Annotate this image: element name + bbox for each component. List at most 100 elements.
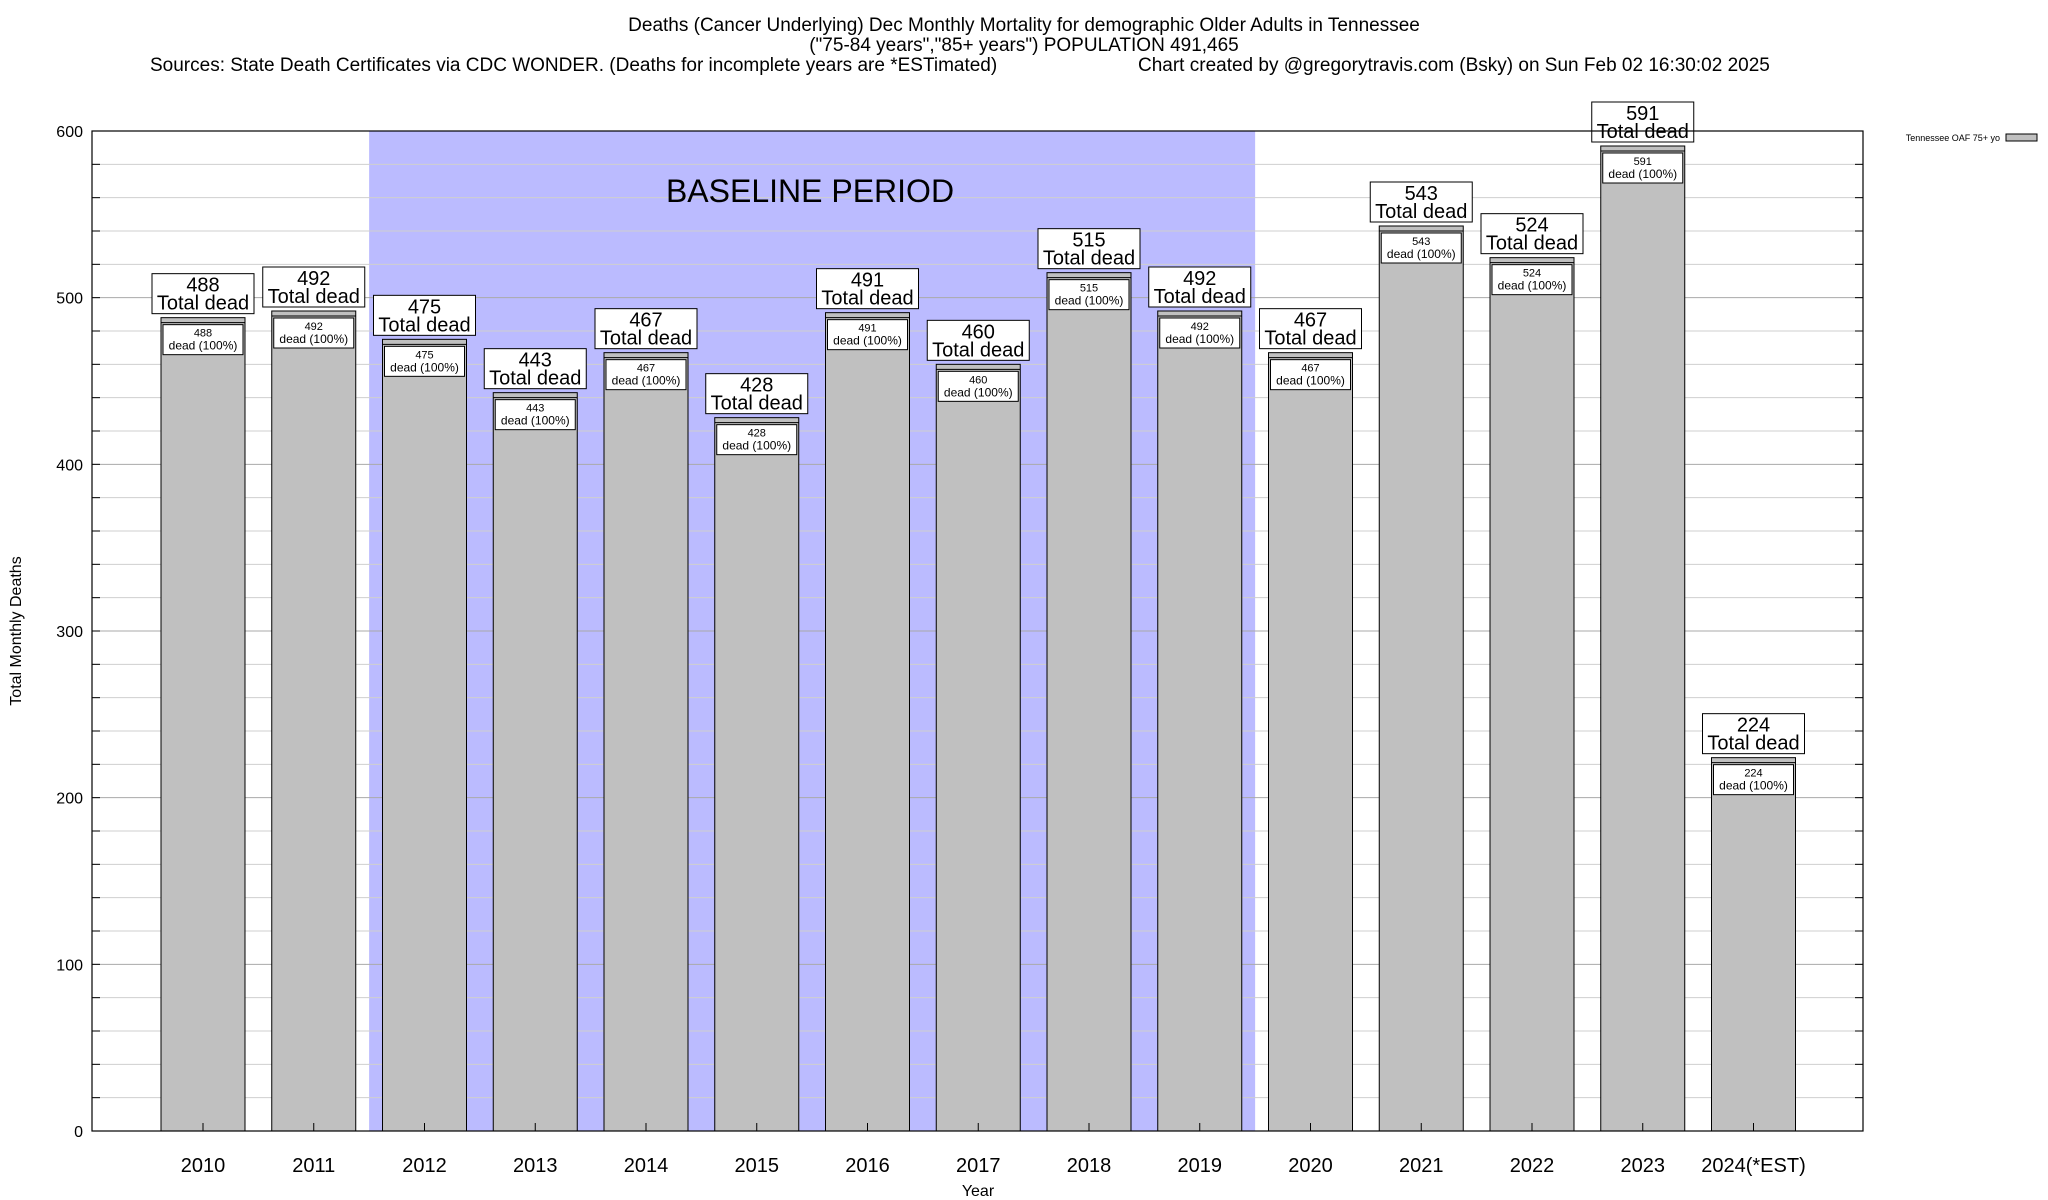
bar-total-suffix: Total dead <box>711 393 803 415</box>
bar-inner-value: 491 <box>858 323 876 335</box>
bar-total-value: 224 <box>1737 715 1770 737</box>
bar-total-value: 524 <box>1515 215 1548 237</box>
bar-inner-label-box <box>1048 279 1130 311</box>
bar-total-suffix: Total dead <box>1597 121 1689 143</box>
bar-inner-suffix: dead (100%) <box>169 339 238 353</box>
bar <box>1157 310 1243 1132</box>
bar-total-value: 443 <box>519 350 552 372</box>
x-tick-label: 2019 <box>1178 1155 1223 1177</box>
bar-inner-value: 475 <box>415 349 433 361</box>
bar-inner-label-box <box>1159 317 1241 349</box>
x-tick-label: 2018 <box>1067 1155 1112 1177</box>
bar-total-label-box <box>926 319 1030 361</box>
bar-total-value: 491 <box>851 270 884 292</box>
y-tick-label: 300 <box>56 624 83 641</box>
bar <box>160 317 246 1132</box>
x-tick-label: 2020 <box>1288 1155 1333 1177</box>
bar <box>1046 272 1132 1132</box>
bar-total-suffix: Total dead <box>1154 286 1246 308</box>
x-tick-label: 2022 <box>1510 1155 1555 1177</box>
bar <box>271 310 357 1132</box>
x-axis-label: Year <box>962 1183 995 1200</box>
bar-inner-label-box <box>273 317 355 349</box>
bar-inner-label-box <box>1491 264 1573 296</box>
bar-total-value: 492 <box>1183 268 1216 290</box>
bar-total-suffix: Total dead <box>489 368 581 390</box>
bar-inner-value: 543 <box>1412 236 1430 248</box>
bar-inner-suffix: dead (100%) <box>1276 374 1345 388</box>
bar-total-label-box <box>1037 228 1141 270</box>
bar <box>1711 757 1796 1132</box>
bar-inner-value: 428 <box>748 428 766 440</box>
bar-total-label-box <box>373 294 476 336</box>
bar-inner-suffix: dead (100%) <box>1055 294 1124 308</box>
bar-total-label-box <box>1369 181 1473 223</box>
chart-sources: Sources: State Death Certificates via CD… <box>150 55 997 76</box>
bar-total-value: 515 <box>1072 230 1105 252</box>
x-tick-label: 2016 <box>845 1155 890 1177</box>
bar-inner-suffix: dead (100%) <box>279 332 348 346</box>
bar-inner-value: 443 <box>526 403 544 415</box>
bar-total-label-box <box>1480 213 1584 255</box>
bar-inner-suffix: dead (100%) <box>833 334 902 348</box>
legend-series-label: Tennessee OAF 75+ yo <box>1906 133 2000 143</box>
x-tick-label: 2014 <box>624 1155 669 1177</box>
bar-total-value: 460 <box>962 321 995 343</box>
bar-inner-label-box <box>384 345 465 377</box>
x-tick-label: 2012 <box>402 1155 447 1177</box>
bar-inner-value: 591 <box>1634 156 1652 168</box>
bar-inner-label-box <box>605 359 687 391</box>
y-tick-label: 600 <box>56 124 83 141</box>
y-axis-label: Total Monthly Deaths <box>8 556 25 705</box>
x-tick-label: 2024(*EST) <box>1701 1155 1806 1177</box>
bar-total-label-box <box>594 308 698 350</box>
bar-total-value: 467 <box>1294 310 1327 332</box>
bar-inner-value: 467 <box>1301 363 1319 375</box>
bar-total-suffix: Total dead <box>1375 201 1467 223</box>
y-tick-label: 0 <box>74 1124 83 1141</box>
bar-total-label-box <box>1259 308 1362 350</box>
x-tick-label: 2023 <box>1621 1155 1666 1177</box>
bar-total-label-box <box>705 373 809 415</box>
bar-total-label-box <box>816 268 919 310</box>
bar <box>1600 145 1686 1132</box>
bar-total-value: 488 <box>186 275 219 297</box>
bar-inner-suffix: dead (100%) <box>501 414 570 428</box>
bar-total-suffix: Total dead <box>1486 233 1578 255</box>
bar-total-label-box <box>1148 266 1252 308</box>
bar <box>382 338 467 1132</box>
bar <box>935 363 1021 1132</box>
bar-total-suffix: Total dead <box>821 288 913 310</box>
bar-inner-label-box <box>162 324 244 356</box>
baseline-period-label: BASELINE PERIOD <box>666 173 954 209</box>
bar-inner-suffix: dead (100%) <box>1387 247 1456 261</box>
bar-inner-label-box <box>1270 359 1351 391</box>
bar <box>492 392 578 1132</box>
x-tick-label: 2017 <box>956 1155 1001 1177</box>
bar-inner-label-box <box>716 424 798 456</box>
bar-total-suffix: Total dead <box>932 339 1024 361</box>
bar-total-value: 467 <box>629 310 662 332</box>
bar-total-label-box <box>483 348 587 390</box>
bar-inner-value: 524 <box>1523 268 1541 280</box>
bar-total-value: 475 <box>408 296 441 318</box>
bar-total-suffix: Total dead <box>600 328 692 350</box>
bar-total-suffix: Total dead <box>378 314 470 336</box>
bar-inner-value: 488 <box>194 328 212 340</box>
bar-inner-suffix: dead (100%) <box>390 360 459 374</box>
x-tick-label: 2013 <box>513 1155 558 1177</box>
x-tick-label: 2010 <box>181 1155 226 1177</box>
bar-inner-value: 492 <box>1191 321 1209 333</box>
bar-total-suffix: Total dead <box>1043 248 1135 270</box>
bar <box>603 352 689 1132</box>
y-tick-label: 200 <box>56 791 83 808</box>
bar <box>1489 257 1575 1132</box>
bar-total-suffix: Total dead <box>268 286 360 308</box>
bar-total-value: 428 <box>740 375 773 397</box>
bar-inner-suffix: dead (100%) <box>1608 167 1677 181</box>
bar-inner-value: 224 <box>1744 768 1762 780</box>
y-tick-label: 500 <box>56 291 83 308</box>
bar-inner-value: 460 <box>969 374 987 386</box>
bar-inner-label-box <box>827 319 908 351</box>
